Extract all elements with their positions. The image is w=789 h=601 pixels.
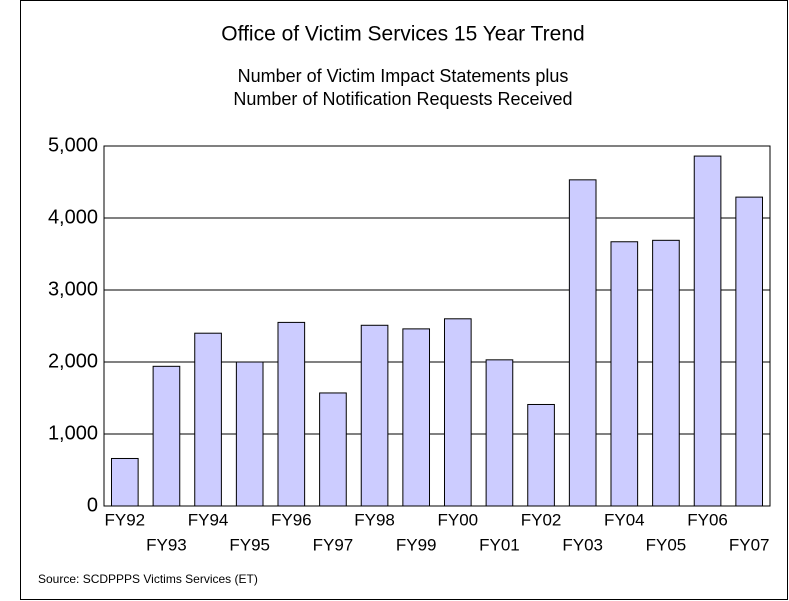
bar [319, 392, 347, 507]
bar [443, 318, 472, 507]
y-tick-label: 2,000 [48, 350, 98, 372]
bar [235, 361, 264, 507]
bar [485, 359, 514, 507]
x-tick-label: FY02 [521, 510, 562, 529]
bar [693, 155, 722, 507]
x-tick-label: FY01 [479, 535, 520, 554]
frame [20, 0, 788, 600]
x-tick-label: FY03 [562, 535, 603, 554]
x-tick-label: FY04 [604, 510, 645, 529]
x-tick-label: FY94 [188, 510, 229, 529]
bar [402, 328, 431, 507]
y-tick-label: 5,000 [48, 134, 98, 156]
chart-title: Office of Victim Services 15 Year Trend [221, 23, 584, 46]
x-tick-label: FY00 [437, 510, 478, 529]
x-tick-label: FY93 [146, 535, 187, 554]
bar [568, 179, 597, 507]
bar [527, 403, 555, 507]
x-tick-label: FY97 [313, 535, 354, 554]
source-note: Source: SCDPPPS Victims Services (ET) [38, 572, 258, 586]
x-tick-label: FY05 [646, 535, 687, 554]
y-tick-label: 4,000 [48, 206, 98, 228]
bar [360, 324, 389, 507]
x-tick-label: FY92 [104, 510, 145, 529]
x-tick-label: FY99 [396, 535, 437, 554]
x-tick-label: FY96 [271, 510, 312, 529]
bar [735, 196, 764, 507]
y-tick-label: 3,000 [48, 278, 98, 300]
bar [610, 241, 639, 507]
x-tick-label: FY95 [229, 535, 270, 554]
x-tick-label: FY98 [354, 510, 395, 529]
plot-border [103, 145, 771, 507]
bar [194, 332, 222, 507]
bar [110, 457, 139, 507]
chart-subtitle: Number of Victim Impact Statements plus [238, 66, 569, 86]
bar [152, 365, 181, 507]
y-tick-label: 1,000 [48, 422, 98, 444]
x-tick-label: FY06 [687, 510, 728, 529]
chart-subtitle: Number of Notification Requests Received [233, 89, 572, 109]
bar [277, 321, 306, 507]
y-tick-label: 0 [87, 494, 98, 516]
bar [652, 239, 680, 507]
x-tick-label: FY07 [729, 535, 770, 554]
